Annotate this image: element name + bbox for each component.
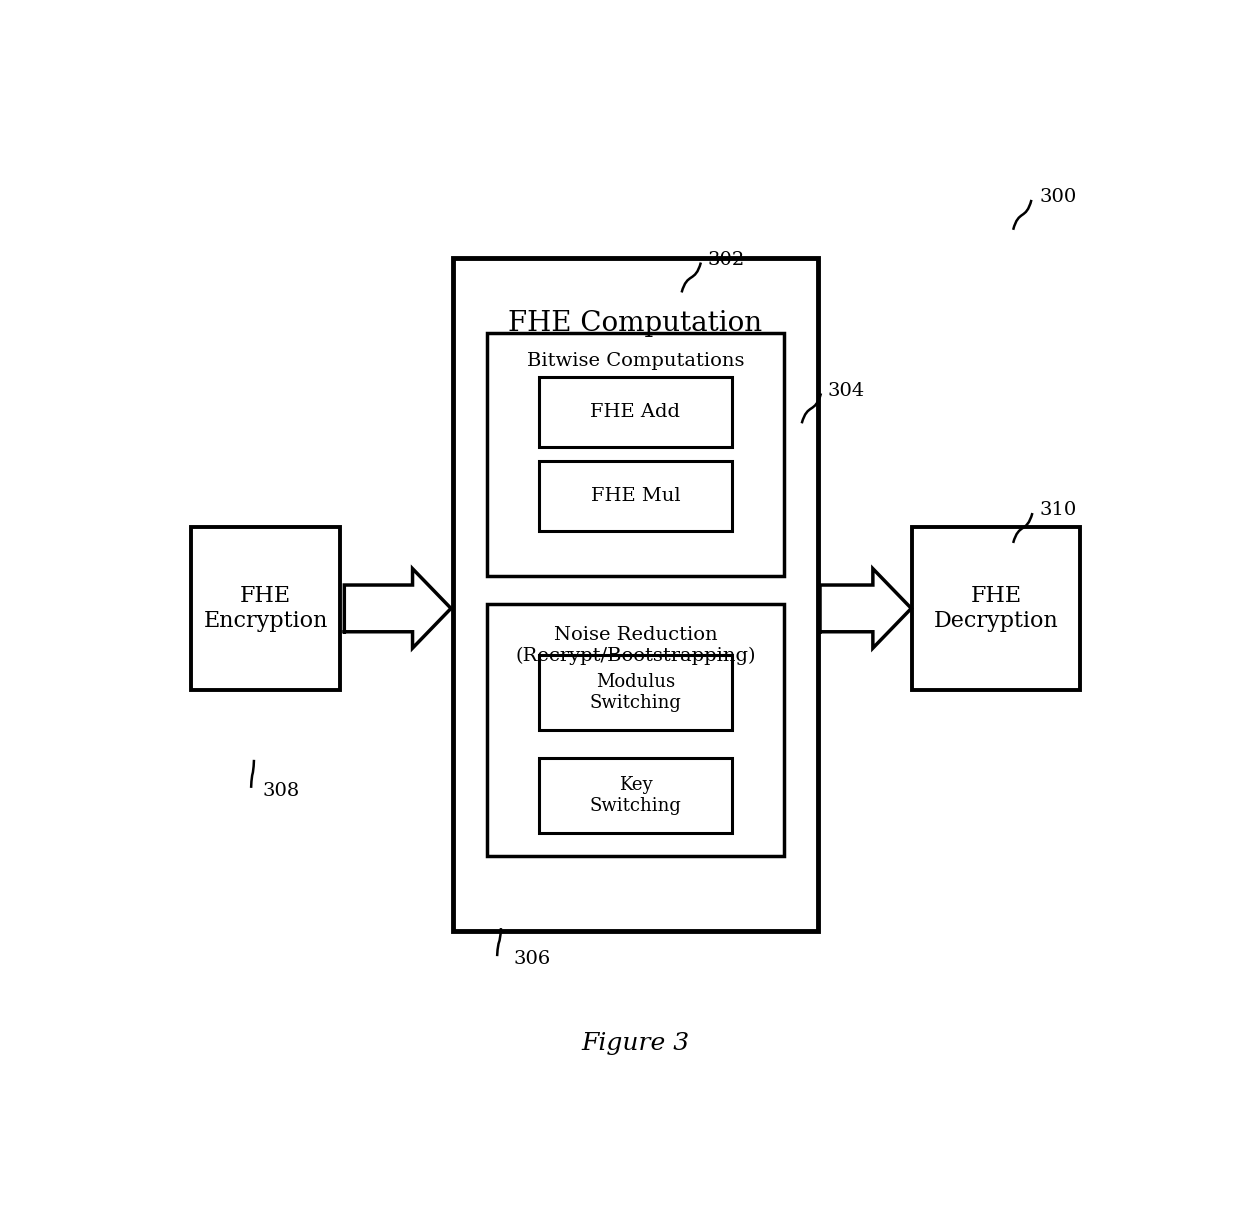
Text: 300: 300 — [1039, 188, 1076, 206]
Text: Modulus
Switching: Modulus Switching — [589, 673, 682, 711]
Text: 308: 308 — [263, 782, 300, 800]
Text: 304: 304 — [828, 381, 866, 399]
FancyBboxPatch shape — [486, 603, 785, 856]
FancyBboxPatch shape — [539, 378, 732, 447]
FancyBboxPatch shape — [539, 656, 732, 730]
FancyBboxPatch shape — [539, 758, 732, 833]
Text: Bitwise Computations: Bitwise Computations — [527, 352, 744, 370]
Text: FHE Computation: FHE Computation — [508, 310, 763, 336]
Text: Noise Reduction
(Recrypt/Bootstrapping): Noise Reduction (Recrypt/Bootstrapping) — [516, 626, 755, 665]
Polygon shape — [345, 568, 451, 648]
Text: FHE Mul: FHE Mul — [590, 487, 681, 505]
Text: FHE Add: FHE Add — [590, 403, 681, 421]
FancyBboxPatch shape — [911, 527, 1080, 691]
Text: Key
Switching: Key Switching — [589, 776, 682, 815]
Text: Figure 3: Figure 3 — [582, 1032, 689, 1055]
FancyBboxPatch shape — [453, 257, 818, 931]
Text: FHE
Decryption: FHE Decryption — [934, 585, 1058, 632]
Polygon shape — [820, 568, 911, 648]
Text: 310: 310 — [1039, 501, 1076, 520]
Text: 302: 302 — [708, 251, 745, 268]
FancyBboxPatch shape — [191, 527, 340, 691]
FancyBboxPatch shape — [486, 333, 785, 575]
Text: 306: 306 — [513, 949, 551, 968]
FancyBboxPatch shape — [539, 461, 732, 532]
Text: FHE
Encryption: FHE Encryption — [203, 585, 327, 632]
